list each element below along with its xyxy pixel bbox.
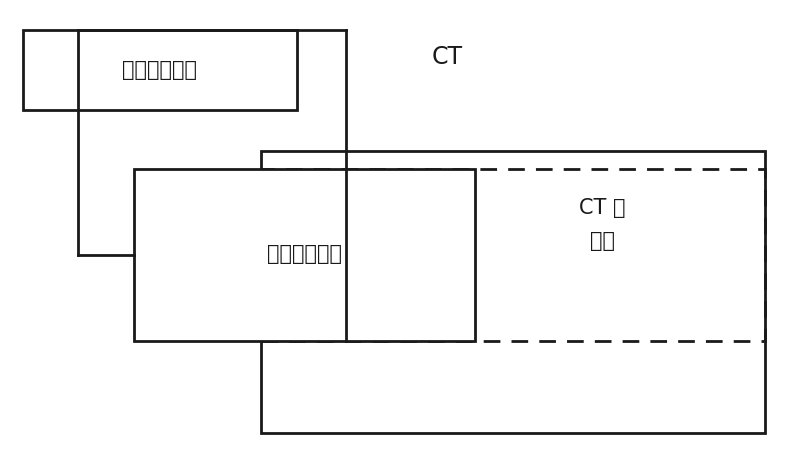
Bar (22, 30, 297, 110)
Text: CT 检
测腔: CT 检 测腔 (579, 198, 626, 251)
Text: 力学加载装置: 力学加载装置 (267, 244, 342, 264)
Text: 数据处理单元: 数据处理单元 (122, 60, 197, 80)
Text: CT: CT (432, 44, 463, 69)
Bar (261, 169, 766, 341)
Bar (134, 169, 475, 341)
Bar (261, 151, 766, 433)
